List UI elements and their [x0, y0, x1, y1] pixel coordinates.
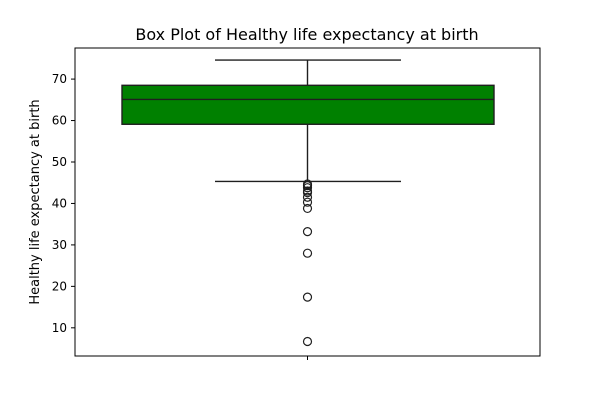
outlier-point: [302, 292, 313, 302]
chart-title: Box Plot of Healthy life expectancy at b…: [135, 25, 478, 44]
y-axis: 10 20 30 40 50 60 70: [52, 72, 308, 360]
plot-area: [74, 47, 541, 357]
iqr-box: [121, 84, 495, 125]
y-tick-label: 30: [52, 238, 67, 252]
y-tick-label: 10: [52, 321, 67, 335]
y-tick-label: 40: [52, 196, 67, 210]
outlier-point: [302, 192, 313, 202]
y-axis-label: Healthy life expectancy at birth: [28, 99, 43, 304]
y-tick-label: 60: [52, 114, 67, 128]
y-tick-label: 50: [52, 155, 67, 169]
outlier-point: [302, 203, 313, 214]
y-tick-label: 70: [52, 72, 67, 86]
outlier-point: [302, 188, 313, 198]
outlier-point: [302, 197, 313, 207]
outlier-point: [302, 227, 313, 237]
outlier-point: [302, 248, 313, 258]
outlier-point: [302, 183, 313, 193]
y-tick-label: 20: [52, 279, 67, 293]
outlier-point: [302, 336, 313, 347]
